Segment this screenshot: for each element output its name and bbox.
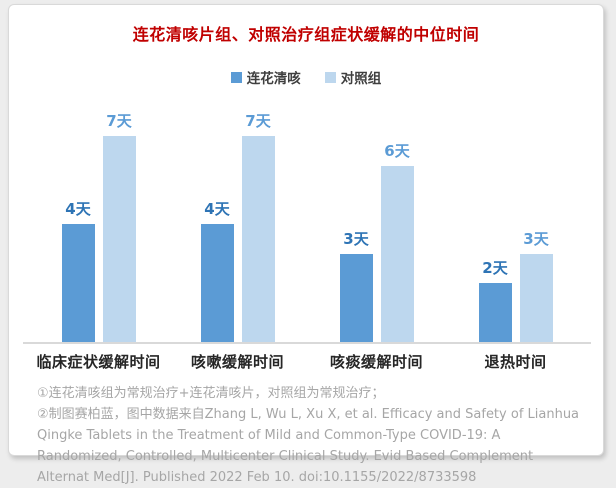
bar-unit: 2天: [478, 257, 512, 342]
bar-unit: 4天: [61, 198, 95, 342]
bar-unit: 4天: [200, 198, 234, 342]
footnotes: ①连花清咳组为常规治疗+连花清咳片，对照组为常规治疗； ②制图赛柏蓝，图中数据来自…: [37, 383, 581, 488]
legend-swatch-icon: [230, 71, 242, 83]
bar-unit: 7天: [102, 110, 136, 342]
bar-group: 2天 3天: [446, 105, 585, 342]
legend-label: 对照组: [340, 71, 382, 87]
footnote-1: ①连花清咳组为常规治疗+连花清咳片，对照组为常规治疗；: [37, 386, 385, 401]
bar-unit: 3天: [519, 228, 553, 342]
bar-value-label: 3天: [523, 230, 549, 248]
bar-unit: 3天: [339, 228, 373, 342]
bar-group: 4天 7天: [168, 105, 307, 342]
legend-item-0: 连花清咳: [230, 67, 301, 87]
footnote-2: ②制图赛柏蓝，图中数据来自Zhang L, Wu L, Xu X, et al.…: [37, 407, 580, 485]
bar: [478, 283, 512, 342]
bar: [241, 136, 275, 342]
x-axis-category-label: 咳嗽缓解时间: [190, 353, 284, 371]
bar-value-label: 4天: [65, 200, 91, 218]
x-axis-labels: 临床症状缓解时间 咳嗽缓解时间 咳痰缓解时间 退热时间: [29, 351, 585, 372]
bar: [519, 254, 553, 342]
bar-group: 4天 7天: [29, 105, 168, 342]
bar-group: 3天 6天: [307, 105, 446, 342]
x-axis-category-label: 咳痰缓解时间: [329, 353, 423, 371]
bar-value-label: 4天: [204, 200, 230, 218]
bar-value-label: 6天: [384, 142, 410, 160]
bar: [61, 224, 95, 342]
bar: [102, 136, 136, 342]
bar-value-label: 7天: [106, 112, 132, 130]
legend-item-1: 对照组: [324, 67, 382, 87]
bar: [339, 254, 373, 342]
x-axis-line: [23, 342, 591, 344]
chart-card: 连花清咳片组、对照治疗组症状缓解的中位时间 连花清咳 对照组 4天 7天 4天 7天 3天…: [8, 4, 604, 485]
bar: [200, 224, 234, 342]
bar-chart-plot: 4天 7天 4天 7天 3天 6天 2天 3天: [29, 105, 585, 342]
legend-swatch-icon: [324, 71, 336, 83]
bar-unit: 7天: [241, 110, 275, 342]
x-axis-category-label: 退热时间: [484, 353, 547, 371]
legend: 连花清咳 对照组: [9, 67, 603, 87]
bar-value-label: 3天: [343, 230, 369, 248]
chart-title: 连花清咳片组、对照治疗组症状缓解的中位时间: [132, 25, 480, 44]
bar-unit: 6天: [380, 140, 414, 342]
x-axis-category-label: 临床症状缓解时间: [36, 353, 161, 371]
legend-label: 连花清咳: [246, 71, 301, 87]
bar-value-label: 7天: [245, 112, 271, 130]
bar: [380, 166, 414, 342]
bar-value-label: 2天: [482, 259, 508, 277]
